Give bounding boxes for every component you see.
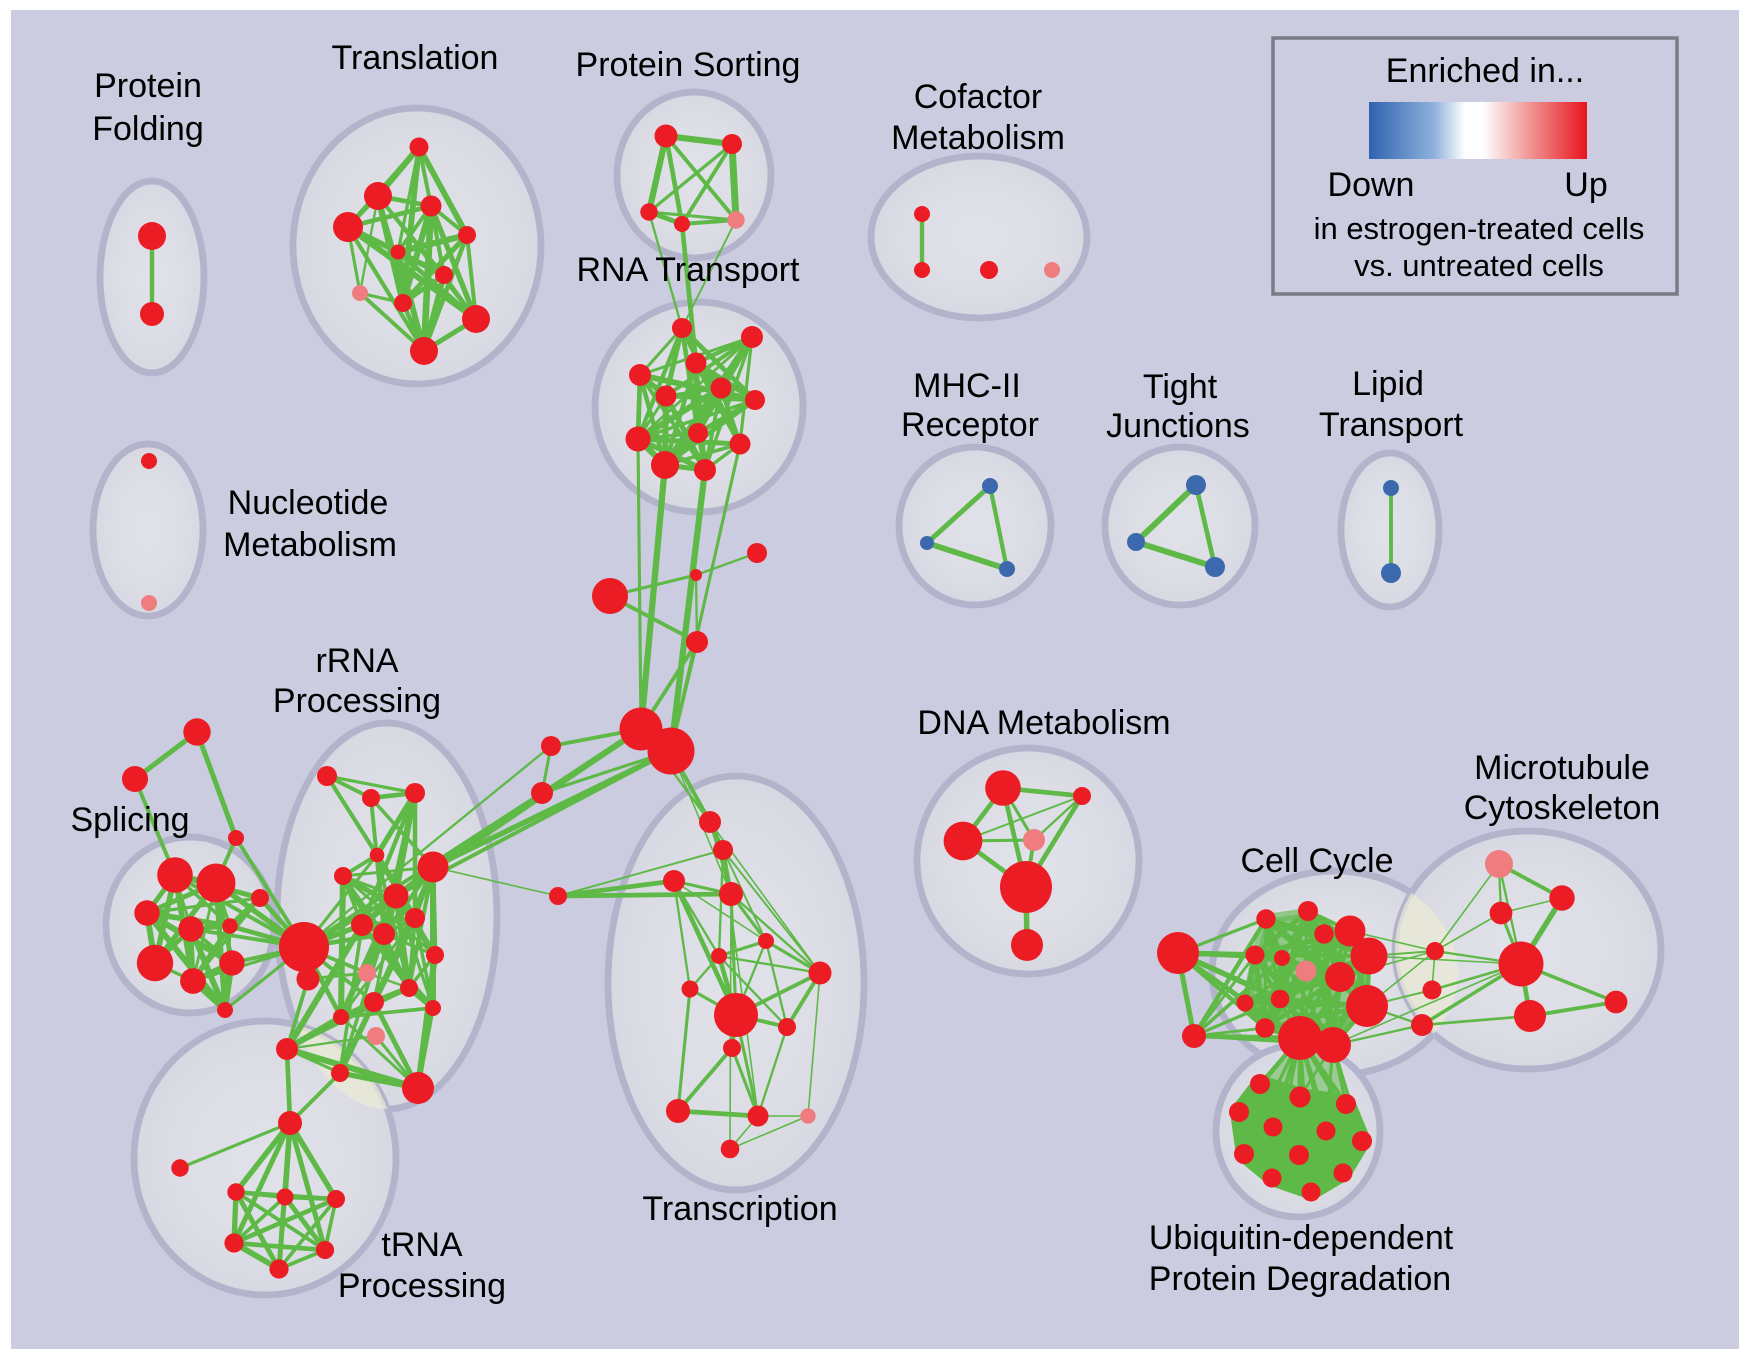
- svg-text:Protein Degradation: Protein Degradation: [1149, 1260, 1451, 1298]
- svg-text:Nucleotide: Nucleotide: [228, 484, 389, 522]
- svg-text:Cell Cycle: Cell Cycle: [1240, 842, 1393, 880]
- svg-text:Microtubule: Microtubule: [1474, 749, 1650, 787]
- svg-text:MHC-II: MHC-II: [913, 367, 1021, 405]
- svg-text:Up: Up: [1564, 166, 1607, 204]
- svg-text:Folding: Folding: [92, 110, 204, 148]
- svg-text:DNA Metabolism: DNA Metabolism: [917, 704, 1170, 742]
- svg-text:Enriched in...: Enriched in...: [1386, 52, 1584, 90]
- svg-text:Cytoskeleton: Cytoskeleton: [1464, 789, 1661, 827]
- svg-text:rRNA: rRNA: [315, 642, 398, 680]
- svg-text:Transport: Transport: [1319, 406, 1464, 444]
- svg-text:Metabolism: Metabolism: [223, 526, 397, 564]
- svg-text:Protein Sorting: Protein Sorting: [576, 46, 801, 84]
- svg-text:Transcription: Transcription: [642, 1190, 837, 1228]
- svg-text:Splicing: Splicing: [70, 801, 189, 839]
- svg-text:Processing: Processing: [338, 1267, 506, 1305]
- svg-text:Protein: Protein: [94, 67, 202, 105]
- svg-text:Down: Down: [1328, 166, 1415, 204]
- svg-text:Metabolism: Metabolism: [891, 119, 1065, 157]
- svg-text:Cofactor: Cofactor: [914, 78, 1043, 116]
- svg-text:Lipid: Lipid: [1352, 365, 1424, 403]
- svg-text:Processing: Processing: [273, 682, 441, 720]
- svg-text:in estrogen-treated cells: in estrogen-treated cells: [1314, 211, 1645, 246]
- svg-text:Ubiquitin-dependent: Ubiquitin-dependent: [1149, 1219, 1454, 1257]
- svg-text:Tight: Tight: [1143, 368, 1218, 406]
- svg-text:vs. untreated cells: vs. untreated cells: [1354, 248, 1604, 283]
- svg-text:Translation: Translation: [332, 39, 499, 77]
- svg-text:RNA Transport: RNA Transport: [577, 251, 801, 289]
- svg-text:Receptor: Receptor: [901, 406, 1039, 444]
- svg-text:tRNA: tRNA: [381, 1226, 463, 1264]
- svg-text:Junctions: Junctions: [1106, 407, 1250, 445]
